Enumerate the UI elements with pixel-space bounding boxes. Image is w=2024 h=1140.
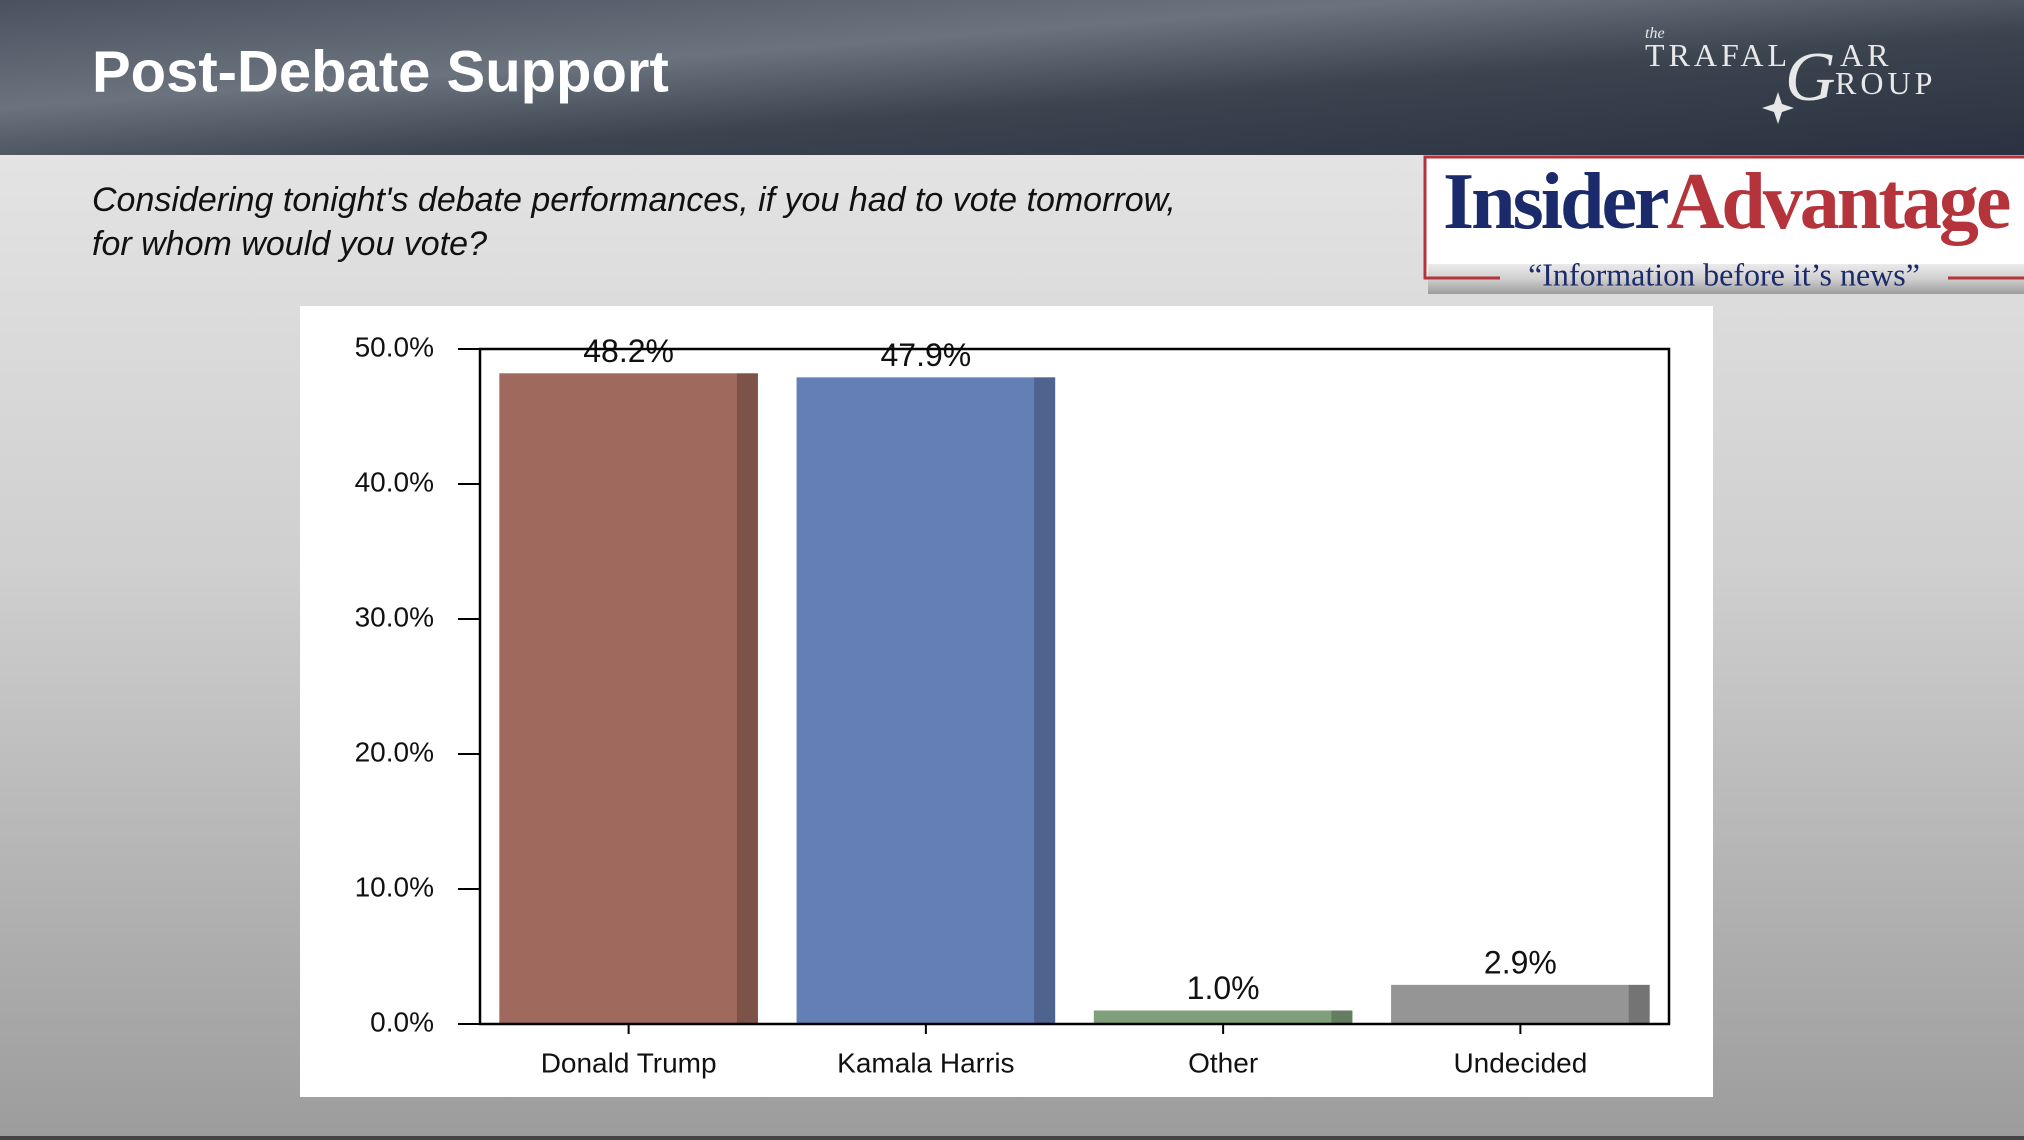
value-label: 47.9% <box>881 337 972 373</box>
y-tick-label: 0.0% <box>370 1006 434 1037</box>
slide-title: Post-Debate Support <box>92 39 669 104</box>
x-tick-label: Other <box>1188 1047 1258 1078</box>
y-tick-label: 30.0% <box>355 601 434 632</box>
x-tick-label: Kamala Harris <box>837 1047 1014 1078</box>
bar <box>1093 1010 1353 1024</box>
value-label: 48.2% <box>583 333 674 369</box>
subtitle: for whom would you vote? <box>92 225 487 263</box>
x-tick-label: Donald Trump <box>541 1047 717 1078</box>
bar-shade <box>1331 1010 1353 1024</box>
y-tick-label: 10.0% <box>355 871 434 902</box>
subtitle: Considering tonight's debate performance… <box>92 181 1176 219</box>
bar-shade <box>1034 377 1056 1025</box>
ia-logo-part: Insider <box>1443 158 1668 246</box>
y-tick-label: 20.0% <box>355 736 434 767</box>
y-tick-label: 40.0% <box>355 466 434 497</box>
logo-text: the <box>1645 25 1665 42</box>
value-label: 2.9% <box>1484 944 1557 980</box>
bar <box>499 373 758 1024</box>
footer-line <box>0 1136 2024 1140</box>
logo-text: G <box>1785 39 1836 116</box>
trafalgar-logo: the TRAFAL G AR ROUP <box>1645 25 1936 124</box>
bar <box>796 377 1056 1025</box>
ia-tagline: “Information before it’s news” <box>1528 256 1920 292</box>
logo-text: TRAFAL <box>1645 37 1791 73</box>
ia-box-gap <box>1428 264 2024 294</box>
logo-text: AR <box>1840 37 1892 73</box>
ia-logo: InsiderAdvantage <box>1443 158 2010 246</box>
value-label: 1.0% <box>1187 970 1260 1006</box>
ia-logo-part: Advantage <box>1667 158 2010 246</box>
bar-shade <box>736 373 758 1024</box>
y-tick-label: 50.0% <box>355 331 434 362</box>
bar <box>1391 984 1650 1024</box>
ia-box <box>1423 155 2024 280</box>
header-band <box>0 0 2024 155</box>
plot-frame <box>478 347 1671 1026</box>
logo-star <box>1762 92 1794 124</box>
logo-text: ROUP <box>1835 65 1936 101</box>
x-tick-label: Undecided <box>1453 1047 1587 1078</box>
bar-shade <box>1628 984 1650 1024</box>
